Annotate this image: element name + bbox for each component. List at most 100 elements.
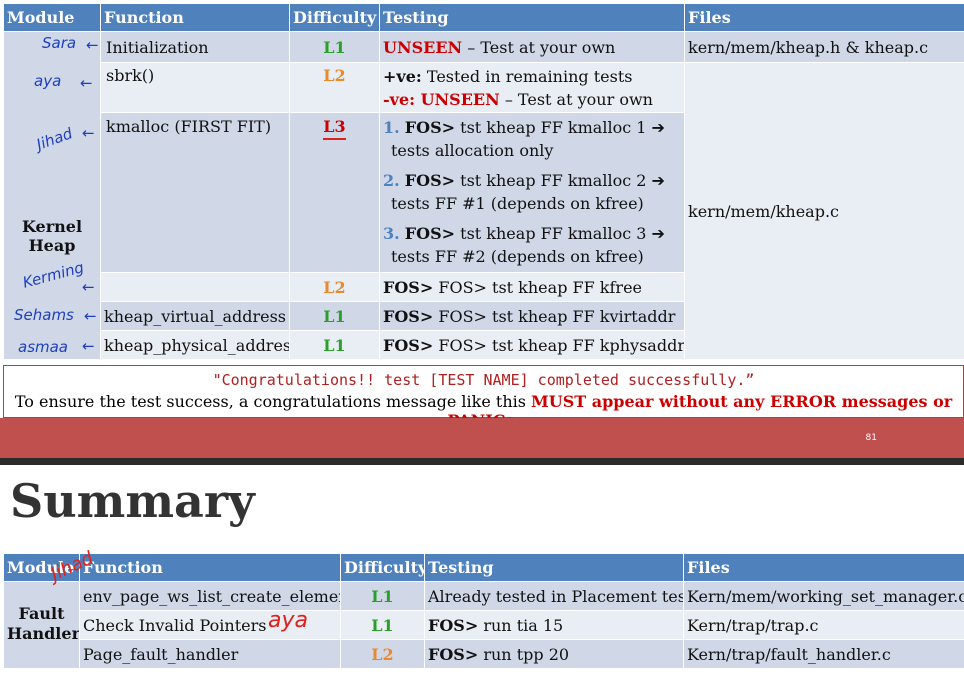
table-row: Page_fault_handler L2 FOS> run tpp 20 Ke… <box>4 639 964 669</box>
test-description: tests FF #2 (depends on kfree) <box>391 247 644 266</box>
test-description: tests FF #1 (depends on kfree) <box>391 194 644 213</box>
header-difficulty: Difficulty <box>340 553 425 582</box>
files-cell: Kern/mem/working_set_manager.c <box>683 581 964 611</box>
test-number: 3. <box>383 224 400 243</box>
module-cell: Kernel Heap <box>3 31 101 360</box>
testing-text: – Test at your own <box>462 37 616 57</box>
table-header-row: Module Function Difficulty Testing Files <box>3 3 964 32</box>
success-note: "Congratulations!! test [TEST NAME] comp… <box>3 365 964 430</box>
difficulty-cell: L1 <box>340 581 425 611</box>
arrow-left-icon: ← <box>82 124 95 142</box>
note-text: To ensure the test success, a congratula… <box>4 392 963 430</box>
test-item: 1. FOS> tst kheap FF kmalloc 1 ➔ <box>383 116 681 139</box>
handwritten-note: aya <box>34 72 62 90</box>
files-cell: kern/mem/kheap.c <box>684 62 964 360</box>
testing-cell: Already tested in Placement test <box>424 581 684 611</box>
difficulty-cell: L1 <box>289 31 380 63</box>
module-cell: Fault Handler <box>3 581 80 669</box>
function-cell: sbrk() <box>100 62 290 113</box>
testing-cell: FOS> run tpp 20 <box>424 639 684 669</box>
module-line: Handler <box>7 624 80 643</box>
function-cell: kfree <box>100 272 290 302</box>
module-line: Kernel <box>21 216 83 236</box>
testing-bold: FOS> <box>383 335 434 355</box>
table-row: kheap_virtual_address L1 FOS> FOS> tst k… <box>4 301 964 331</box>
files-cell: Kern/trap/trap.c <box>683 610 964 640</box>
arrow-left-icon: ← <box>80 74 93 92</box>
arrow-left-icon: ← <box>84 307 97 325</box>
table-row: sbrk() L2 +ve: Tested in remaining tests… <box>4 62 964 360</box>
function-cell: Page_fault_handler <box>79 639 341 669</box>
handwritten-note: asmaa <box>18 338 69 356</box>
files-cell: Kern/trap/fault_handler.c <box>683 639 964 669</box>
files-cell: kern/mem/kheap.h & kheap.c <box>684 31 964 63</box>
testing-text: tst kheap FF kmalloc 2 ➔ <box>455 171 665 190</box>
testing-line: +ve: Tested in remaining tests <box>383 65 681 88</box>
testing-bold: FOS> <box>404 118 456 137</box>
table-row: Kernel Heap Initialization L1 UNSEEN – T… <box>3 31 964 360</box>
testing-cell: 1. FOS> tst kheap FF kmalloc 1 ➔ tests a… <box>379 112 685 273</box>
difficulty-cell: L1 <box>340 610 425 640</box>
testing-bold: FOS> <box>404 224 456 243</box>
testing-text: – Test at your own <box>499 89 653 109</box>
header-files: Files <box>684 3 964 32</box>
testing-text: run tpp 20 <box>478 644 570 664</box>
header-testing: Testing <box>424 553 684 582</box>
testing-cell: FOS> FOS> tst kheap FF kvirtaddr <box>379 301 685 331</box>
function-cell: Check Invalid Pointers <box>79 610 341 640</box>
test-item: 2. FOS> tst kheap FF kmalloc 2 ➔ <box>383 169 681 192</box>
testing-line: -ve: UNSEEN – Test at your own <box>383 88 681 111</box>
slide-divider <box>0 458 964 465</box>
table-row: kfree L2 FOS> FOS> tst kheap FF kfree <box>4 272 964 302</box>
handwritten-note: Sehams <box>14 306 74 324</box>
difficulty-cell: L3 <box>289 112 380 273</box>
function-cell: kheap_physical_address <box>100 330 290 360</box>
testing-text: Tested in remaining tests <box>421 66 633 86</box>
slide-footer-band: 81 <box>0 418 964 458</box>
module-line: Fault <box>18 604 65 623</box>
difficulty-cell: L1 <box>289 330 380 360</box>
difficulty-level: L3 <box>323 117 346 140</box>
testing-bold: FOS> <box>383 277 434 297</box>
slide-number: 81 <box>865 433 877 443</box>
testing-cell: FOS> FOS> tst kheap FF kphysaddr <box>379 330 685 360</box>
testing-bold: +ve: <box>383 66 422 86</box>
function-cell: env_page_ws_list_create_element <box>79 581 341 611</box>
function-cell: kmalloc (FIRST FIT) <box>100 112 290 273</box>
page-title: Summary <box>10 474 255 528</box>
test-description: tests allocation only <box>391 141 554 160</box>
testing-bold: FOS> <box>404 171 456 190</box>
difficulty-cell: L2 <box>289 272 380 302</box>
header-function: Function <box>79 553 341 582</box>
testing-text: tst kheap FF kmalloc 1 ➔ <box>455 118 665 137</box>
header-module: Module <box>3 553 80 582</box>
testing-cell: +ve: Tested in remaining tests -ve: UNSE… <box>379 62 685 113</box>
table-row: kmalloc (FIRST FIT) L3 1. FOS> tst kheap… <box>4 112 964 273</box>
testing-bold: FOS> <box>383 306 434 326</box>
testing-cell: UNSEEN – Test at your own <box>379 31 685 63</box>
note-plain: To ensure the test success, a congratula… <box>14 392 532 411</box>
testing-text: run tia 15 <box>478 615 564 635</box>
difficulty-cell: L2 <box>340 639 425 669</box>
table-row: Fault Handler env_page_ws_list_create_el… <box>3 581 964 669</box>
table-row: Check Invalid Pointers L1 FOS> run tia 1… <box>4 610 964 640</box>
testing-text: Already tested in Placement test <box>428 586 684 606</box>
arrow-left-icon: ← <box>82 278 95 296</box>
arrow-left-icon: ← <box>82 337 95 355</box>
handwritten-note: aya <box>268 608 308 633</box>
success-message: "Congratulations!! test [TEST NAME] comp… <box>212 371 755 389</box>
header-testing: Testing <box>379 3 685 32</box>
testing-text: tst kheap FF kmalloc 3 ➔ <box>455 224 665 243</box>
arrow-left-icon: ← <box>86 36 99 54</box>
testing-bold: FOS> <box>428 644 479 664</box>
unseen-label: -ve: UNSEEN <box>383 89 500 109</box>
handwritten-note: Sara <box>42 34 77 52</box>
testing-cell: FOS> run tia 15 <box>424 610 684 640</box>
header-function: Function <box>100 3 290 32</box>
table-row: kheap_physical_address L1 FOS> FOS> tst … <box>4 330 964 360</box>
difficulty-cell: L2 <box>289 62 380 113</box>
header-module: Module <box>3 3 101 32</box>
test-item: 3. FOS> tst kheap FF kmalloc 3 ➔ <box>383 222 681 245</box>
function-cell: Initialization <box>100 31 290 63</box>
testing-bold: FOS> <box>428 615 479 635</box>
